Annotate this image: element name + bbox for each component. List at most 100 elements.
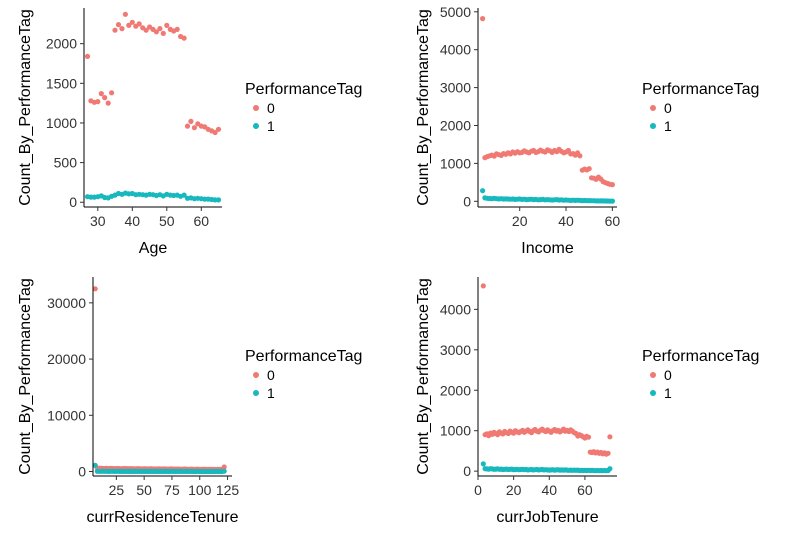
x-tick-label: 100 <box>188 482 212 498</box>
data-point <box>480 16 486 22</box>
data-point <box>136 21 142 27</box>
legend-key-0 <box>253 105 259 111</box>
legend-label-0: 0 <box>664 367 672 383</box>
legend-label-1: 1 <box>267 385 275 401</box>
y-axis-title: Count_By_PerformanceTag <box>415 9 432 206</box>
y-tick-label: 2000 <box>46 36 77 52</box>
data-point <box>607 466 613 472</box>
data-point <box>191 125 197 131</box>
series-1-points <box>92 462 227 475</box>
data-point <box>129 19 135 25</box>
x-tick-label: 60 <box>194 213 210 229</box>
data-point <box>605 450 611 456</box>
x-tick-label: 50 <box>159 213 175 229</box>
x-tick-label: 20 <box>512 213 528 229</box>
y-tick-label: 30000 <box>47 295 86 311</box>
legend-key-0 <box>650 105 656 111</box>
x-tick-label: 50 <box>136 482 152 498</box>
y-axis-title: Count_By_PerformanceTag <box>17 9 34 206</box>
legend-label-0: 0 <box>267 100 275 116</box>
legend-key-1 <box>650 390 656 396</box>
series-0-points <box>480 283 613 457</box>
x-tick-label: 40 <box>558 213 574 229</box>
y-tick-label: 0 <box>78 464 86 480</box>
legend: PerformanceTag 0 1 <box>642 81 759 134</box>
data-point <box>105 100 111 106</box>
chart-panel-3: 25 50 75 100 125 0 10000 20000 30000 currResidenc… <box>17 277 362 526</box>
data-point <box>122 11 128 17</box>
data-point <box>221 468 227 474</box>
data-point <box>480 188 486 194</box>
legend-key-1 <box>253 390 259 396</box>
data-point <box>215 126 222 132</box>
data-point <box>480 461 486 467</box>
data-point <box>212 129 218 136</box>
data-point <box>126 22 132 28</box>
y-tick-label: 0 <box>463 193 471 209</box>
data-point <box>102 95 108 101</box>
y-tick-label: 2000 <box>440 382 471 398</box>
y-tick-label: 3000 <box>440 342 471 358</box>
x-axis-title: Age <box>139 240 168 257</box>
y-tick-label: 10000 <box>47 407 86 423</box>
series-0-points <box>84 11 222 136</box>
x-tick-label: 125 <box>216 482 240 498</box>
data-point <box>609 198 616 204</box>
data-point <box>109 90 115 96</box>
chart-panel-1: 30 40 50 60 0 500 1000 1500 2000 Age Count_By_Perf… <box>17 8 362 257</box>
data-point <box>157 26 163 32</box>
data-point <box>215 197 222 203</box>
x-tick-label: 0 <box>474 482 482 498</box>
data-point <box>609 182 616 188</box>
series-0-points <box>92 286 227 473</box>
data-point <box>92 462 98 468</box>
data-point <box>586 166 592 172</box>
legend-label-1: 1 <box>664 385 672 401</box>
y-tick-label: 1000 <box>46 115 77 131</box>
x-tick-label: 60 <box>605 213 621 229</box>
legend-key-0 <box>650 372 656 378</box>
y-tick-label: 1500 <box>46 75 77 91</box>
data-point <box>115 22 122 28</box>
legend-title: PerformanceTag <box>245 81 362 98</box>
chart-panel-4: 0 20 40 60 0 1000 2000 3000 4000 currJobTenure Cou… <box>415 277 759 526</box>
x-tick-label: 25 <box>109 482 125 498</box>
series-1-points <box>480 461 613 474</box>
data-point <box>181 35 187 41</box>
y-tick-label: 0 <box>463 463 471 479</box>
x-tick-label: 40 <box>125 213 141 229</box>
series-1-points <box>480 188 616 204</box>
data-point <box>153 29 159 35</box>
x-tick-label: 20 <box>506 482 522 498</box>
y-tick-label: 3000 <box>440 80 471 96</box>
data-point <box>119 26 125 32</box>
data-point <box>84 53 91 60</box>
data-point <box>92 286 98 292</box>
y-axis-title: Count_By_PerformanceTag <box>17 278 34 475</box>
y-tick-label: 5000 <box>440 4 471 20</box>
legend: PerformanceTag 0 1 <box>642 348 759 401</box>
legend-title: PerformanceTag <box>245 348 362 365</box>
data-point <box>607 434 613 440</box>
legend-title: PerformanceTag <box>642 81 759 98</box>
legend-label-1: 1 <box>267 118 275 134</box>
data-point <box>112 27 118 33</box>
data-point <box>184 123 191 129</box>
data-point <box>95 99 101 105</box>
legend-label-1: 1 <box>664 118 672 134</box>
data-point <box>160 30 166 36</box>
y-tick-label: 2000 <box>440 118 471 134</box>
y-tick-label: 0 <box>69 194 77 210</box>
data-point <box>143 27 149 33</box>
x-tick-label: 75 <box>164 482 180 498</box>
legend-label-0: 0 <box>267 367 275 383</box>
x-axis-title: currJobTenure <box>496 509 598 526</box>
data-point <box>98 91 104 97</box>
legend-key-0 <box>253 372 259 378</box>
data-point <box>188 118 194 124</box>
data-point <box>181 192 187 198</box>
x-tick-label: 40 <box>541 482 557 498</box>
x-axis-title: Income <box>521 240 574 257</box>
y-tick-label: 4000 <box>440 42 471 58</box>
